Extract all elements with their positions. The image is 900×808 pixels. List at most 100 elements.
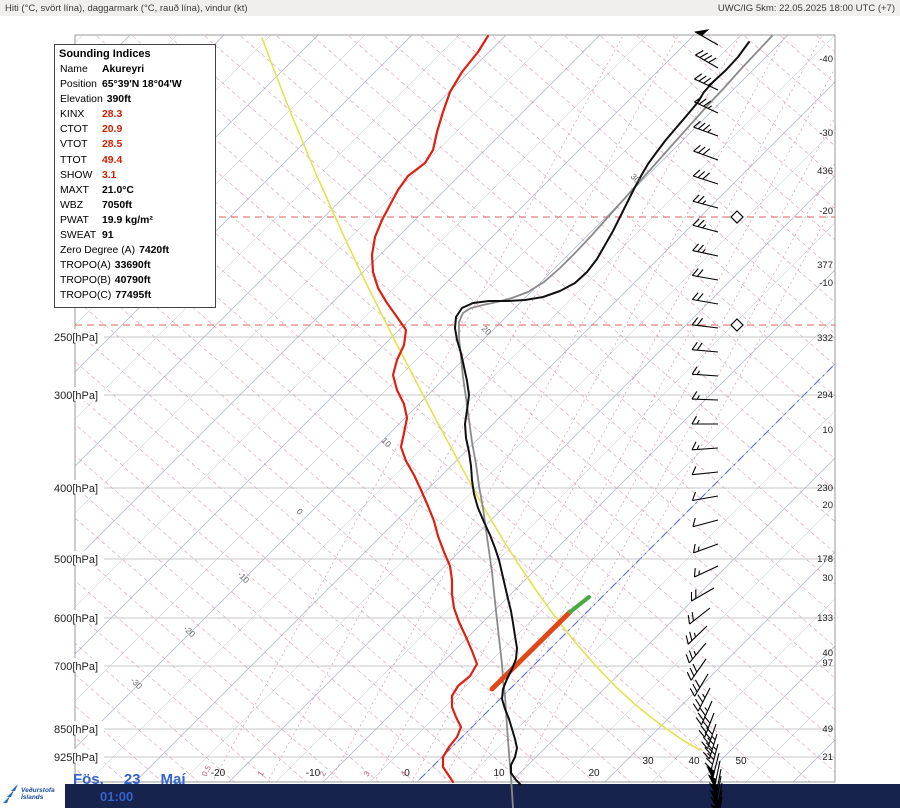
index-row: MAXT 21.0°C bbox=[55, 183, 215, 198]
index-label: SWEAT bbox=[60, 230, 97, 242]
svg-text:250[hPa]: 250[hPa] bbox=[54, 332, 98, 344]
index-label: MAXT bbox=[60, 184, 89, 196]
svg-text:40: 40 bbox=[688, 756, 700, 767]
svg-text:-30: -30 bbox=[129, 675, 145, 691]
wetbulb-curve bbox=[458, 35, 773, 808]
index-row: Elevation 390ft bbox=[55, 92, 215, 107]
aux-yellow-curve bbox=[261, 37, 701, 751]
index-value: 77495ft bbox=[115, 290, 152, 302]
tropopause-marker-icon bbox=[730, 210, 744, 224]
svg-text:20: 20 bbox=[822, 500, 833, 511]
model-run-text: UWC/IG 5km: 22.05.2025 18:00 UTC (+7) bbox=[717, 2, 895, 14]
index-value: 28.3 bbox=[102, 109, 123, 121]
svg-text:0: 0 bbox=[404, 768, 410, 779]
svg-text:332: 332 bbox=[817, 333, 833, 344]
svg-text:20: 20 bbox=[480, 323, 494, 337]
svg-text:30: 30 bbox=[642, 756, 654, 767]
index-value: 49.4 bbox=[102, 154, 123, 166]
index-row: CTOT 20.9 bbox=[55, 122, 215, 137]
index-label: PWAT bbox=[60, 214, 89, 226]
svg-text:300[hPa]: 300[hPa] bbox=[54, 390, 98, 402]
valid-day: Fös. bbox=[73, 771, 104, 788]
index-value: 19.9 kg/m² bbox=[102, 214, 153, 226]
svg-text:4: 4 bbox=[399, 769, 409, 778]
index-label: KINX bbox=[60, 109, 85, 121]
index-value: 390ft bbox=[106, 94, 132, 106]
index-value: 7050ft bbox=[102, 199, 133, 211]
index-label: Name bbox=[60, 64, 88, 75]
svg-text:30: 30 bbox=[629, 171, 643, 185]
svg-text:10: 10 bbox=[822, 425, 833, 436]
svg-text:1: 1 bbox=[256, 769, 266, 778]
svg-text:-20: -20 bbox=[819, 206, 833, 217]
axis-labels: 250[hPa] 300[hPa] 400[hPa] 500[hPa] 600[hPa]… bbox=[50, 54, 833, 779]
svg-text:925[hPa]: 925[hPa] bbox=[54, 752, 98, 764]
index-value: 3.1 bbox=[102, 169, 117, 181]
index-value: 33690ft bbox=[114, 260, 151, 272]
index-row: KINX 28.3 bbox=[55, 107, 215, 122]
svg-text:294: 294 bbox=[817, 390, 833, 401]
sounding-indices-panel: Sounding Indices Name Akureyri Position 65°… bbox=[54, 44, 216, 308]
index-label: WBZ bbox=[60, 199, 84, 211]
temperature-curve bbox=[454, 41, 750, 786]
index-row: TTOT 49.4 bbox=[55, 153, 215, 168]
svg-text:-10: -10 bbox=[236, 569, 252, 585]
svg-text:-30: -30 bbox=[819, 128, 833, 139]
index-row: TROPO(C) 77495ft bbox=[55, 288, 215, 303]
tropopause-marker-icon bbox=[730, 318, 744, 332]
svg-text:700[hPa]: 700[hPa] bbox=[54, 661, 98, 673]
index-label: TTOT bbox=[60, 154, 87, 166]
svg-text:49: 49 bbox=[822, 724, 833, 735]
vedurstofa-logo: Veðurstofa Íslands bbox=[0, 779, 64, 808]
svg-text:0: 0 bbox=[295, 506, 306, 517]
background-grid bbox=[75, 35, 835, 782]
svg-text:436: 436 bbox=[817, 166, 833, 177]
index-row: PWAT 19.9 kg/m² bbox=[55, 213, 215, 228]
time-navigation-bar[interactable] bbox=[65, 784, 900, 808]
index-value: 7420ft bbox=[139, 245, 170, 257]
index-label: TROPO(C) bbox=[60, 290, 112, 302]
index-row: Zero Degree (A) 7420ft bbox=[55, 243, 215, 258]
shear-segment bbox=[489, 609, 573, 692]
logo-text-line2: Íslands bbox=[21, 793, 44, 801]
valid-time-label[interactable]: Fös. 23 Maí 01:00 bbox=[73, 771, 186, 804]
plot-border bbox=[74, 34, 836, 783]
svg-text:40: 40 bbox=[822, 648, 833, 659]
svg-text:50: 50 bbox=[735, 756, 747, 767]
index-label: Position bbox=[60, 79, 97, 91]
index-value: 65°39'N 18°04'W bbox=[102, 79, 182, 91]
svg-text:850[hPa]: 850[hPa] bbox=[54, 724, 98, 736]
svg-text:10: 10 bbox=[380, 435, 394, 449]
svg-text:400[hPa]: 400[hPa] bbox=[54, 483, 98, 495]
index-label: Elevation bbox=[60, 94, 103, 106]
svg-text:30: 30 bbox=[822, 573, 833, 584]
svg-text:-40: -40 bbox=[819, 54, 833, 65]
index-row: WBZ 7050ft bbox=[55, 198, 215, 213]
svg-text:-10: -10 bbox=[306, 768, 321, 779]
svg-text:-20: -20 bbox=[211, 768, 226, 779]
index-row: Position 65°39'N 18°04'W bbox=[55, 77, 215, 92]
index-row: SHOW 3.1 bbox=[55, 168, 215, 183]
svg-text:21: 21 bbox=[822, 752, 833, 763]
svg-text:2: 2 bbox=[318, 769, 328, 778]
index-label: TROPO(A) bbox=[60, 260, 111, 272]
index-label: SHOW bbox=[60, 169, 93, 181]
svg-text:178: 178 bbox=[817, 554, 833, 565]
index-value: 91 bbox=[102, 230, 114, 242]
index-row: Name Akureyri bbox=[55, 62, 215, 77]
index-value: 28.5 bbox=[102, 139, 123, 151]
index-label: CTOT bbox=[60, 124, 89, 136]
svg-text:3: 3 bbox=[362, 769, 372, 778]
svg-text:-20: -20 bbox=[182, 623, 198, 639]
index-row: SWEAT 91 bbox=[55, 228, 215, 243]
svg-text:97: 97 bbox=[822, 658, 833, 669]
index-row: TROPO(A) 33690ft bbox=[55, 258, 215, 273]
panel-title: Sounding Indices bbox=[59, 48, 151, 60]
index-value: 20.9 bbox=[102, 124, 123, 136]
valid-hour: 01:00 bbox=[100, 789, 134, 804]
index-label: TROPO(B) bbox=[60, 275, 111, 287]
svg-text:377: 377 bbox=[817, 260, 833, 271]
shear-segment bbox=[568, 595, 591, 614]
svg-text:600[hPa]: 600[hPa] bbox=[54, 613, 98, 625]
